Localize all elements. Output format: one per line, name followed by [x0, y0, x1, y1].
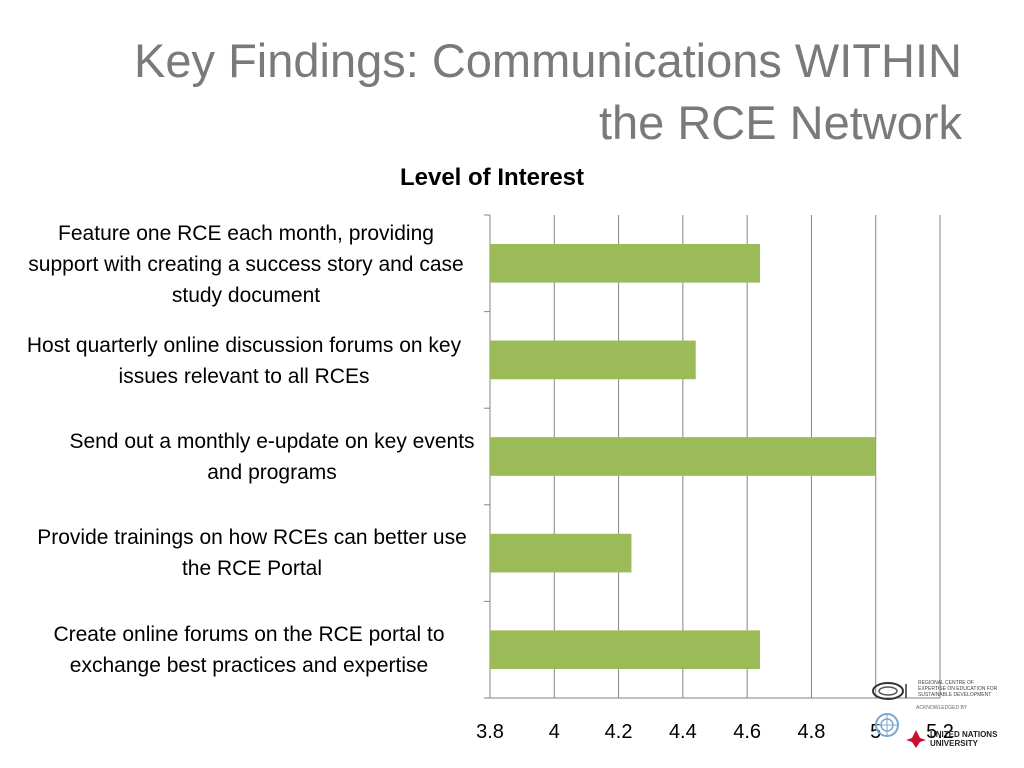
- rce-emblem-icon: [872, 682, 907, 700]
- slide-title: Key Findings: Communications WITHIN the …: [42, 30, 962, 154]
- x-tick-label: 4.2: [605, 721, 633, 743]
- chart-bars: [490, 243, 876, 670]
- bar: [490, 243, 760, 283]
- x-tick-label: 4: [549, 721, 560, 743]
- x-tick-label: 5: [870, 721, 881, 743]
- chart-title: Level of Interest: [399, 164, 585, 191]
- rce-logo-text: REGIONAL CENTRE OF EXPERTISE ON EDUCATIO…: [918, 680, 998, 698]
- x-tick-label: 4.4: [669, 721, 697, 743]
- bar: [490, 630, 760, 670]
- rce-logo: REGIONAL CENTRE OF EXPERTISE ON EDUCATIO…: [872, 680, 1002, 710]
- category-label: Host quarterly online discussion forums …: [26, 334, 462, 388]
- category-label: Send out a monthly e-update on key event…: [69, 430, 475, 484]
- category-label: Create online forums on the RCE portal t…: [53, 623, 445, 677]
- category-label: Feature one RCE each month, providing su…: [28, 222, 464, 307]
- slide-title-line-1: Key Findings: Communications WITHIN: [134, 34, 962, 87]
- x-tick-label: 5.2: [926, 721, 954, 743]
- acknowledged-text: ACKNOWLEDGED BY: [916, 705, 968, 711]
- x-tick-label: 3.8: [476, 721, 504, 743]
- category-label: Provide trainings on how RCEs can better…: [37, 526, 467, 580]
- chart-tick-labels: 3.8 4 4.2 4.4 4.6 4.8 5 5.2: [476, 721, 954, 743]
- unu-logo: UNITED NATIONS UNIVERSITY: [904, 728, 1004, 750]
- unu-text-line-2: UNIVERSITY: [930, 739, 979, 748]
- slide-title-line-2: the RCE Network: [598, 96, 962, 149]
- bar: [490, 533, 632, 573]
- x-tick-label: 4.6: [733, 721, 761, 743]
- bar: [490, 437, 876, 476]
- un-emblem-icon: [874, 712, 914, 738]
- bar: [490, 340, 696, 380]
- x-tick-label: 4.8: [798, 721, 826, 743]
- unu-text-line-1: UNITED NATIONS: [930, 730, 998, 739]
- unu-emblem-icon: [906, 730, 926, 748]
